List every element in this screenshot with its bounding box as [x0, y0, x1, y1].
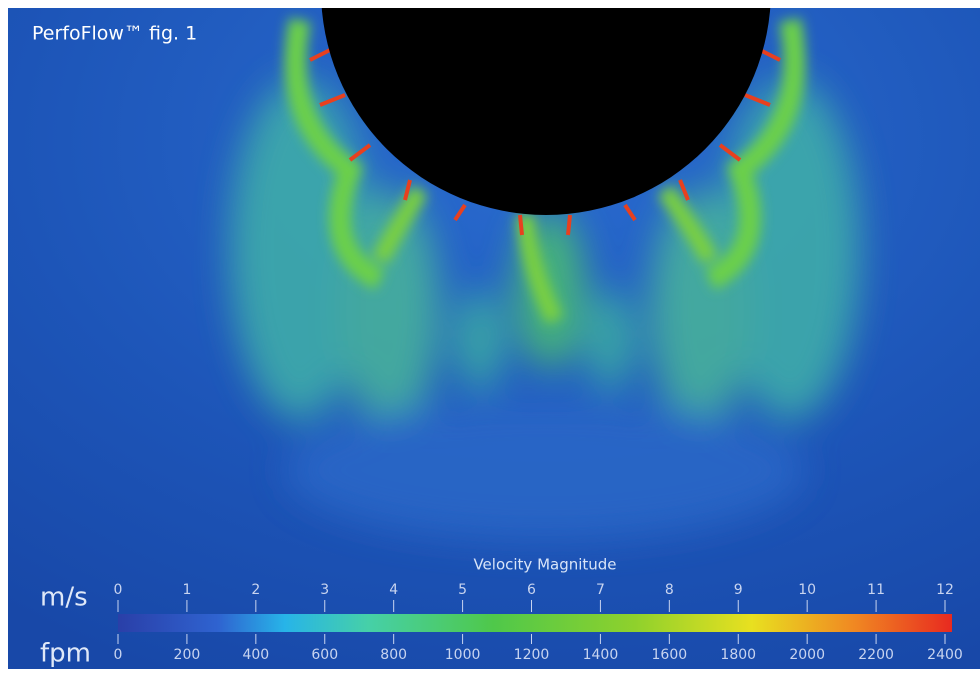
tick-label: 12 — [936, 582, 954, 598]
unit-label: m/s — [40, 583, 88, 613]
unit-label: fpm — [40, 639, 91, 669]
frame — [0, 0, 980, 8]
tick-label: 2200 — [858, 647, 894, 663]
tick-label: 2400 — [927, 647, 963, 663]
tick-label: 9 — [734, 582, 743, 598]
tick-label: 400 — [242, 647, 269, 663]
tick-label: 2 — [251, 582, 260, 598]
tick-label: 8 — [665, 582, 674, 598]
tick-label: 1600 — [652, 647, 688, 663]
tick-label: 0 — [114, 582, 123, 598]
tick-label: 5 — [458, 582, 467, 598]
tick-label: 10 — [798, 582, 816, 598]
tick-label: 2000 — [789, 647, 825, 663]
tick-label: 1 — [182, 582, 191, 598]
tick-label: 6 — [527, 582, 536, 598]
hot-edges — [309, 48, 781, 236]
colorbar — [118, 614, 952, 632]
figure-title: PerfoFlow™ fig. 1 — [32, 23, 197, 45]
tick-label: 1200 — [514, 647, 550, 663]
tick-label: 11 — [867, 582, 885, 598]
tick-label: 4 — [389, 582, 398, 598]
tick-label: 7 — [596, 582, 605, 598]
tick-label: 3 — [320, 582, 329, 598]
tick-label: 1400 — [583, 647, 619, 663]
pipe — [321, 0, 771, 215]
tick-label: 200 — [174, 647, 201, 663]
tick-label: 600 — [311, 647, 338, 663]
tick-label: 1000 — [445, 647, 481, 663]
tick-label: 0 — [114, 647, 123, 663]
colorbar-title: Velocity Magnitude — [473, 556, 616, 574]
tick-label: 800 — [380, 647, 407, 663]
jets — [284, 17, 806, 325]
tick-label: 1800 — [720, 647, 756, 663]
